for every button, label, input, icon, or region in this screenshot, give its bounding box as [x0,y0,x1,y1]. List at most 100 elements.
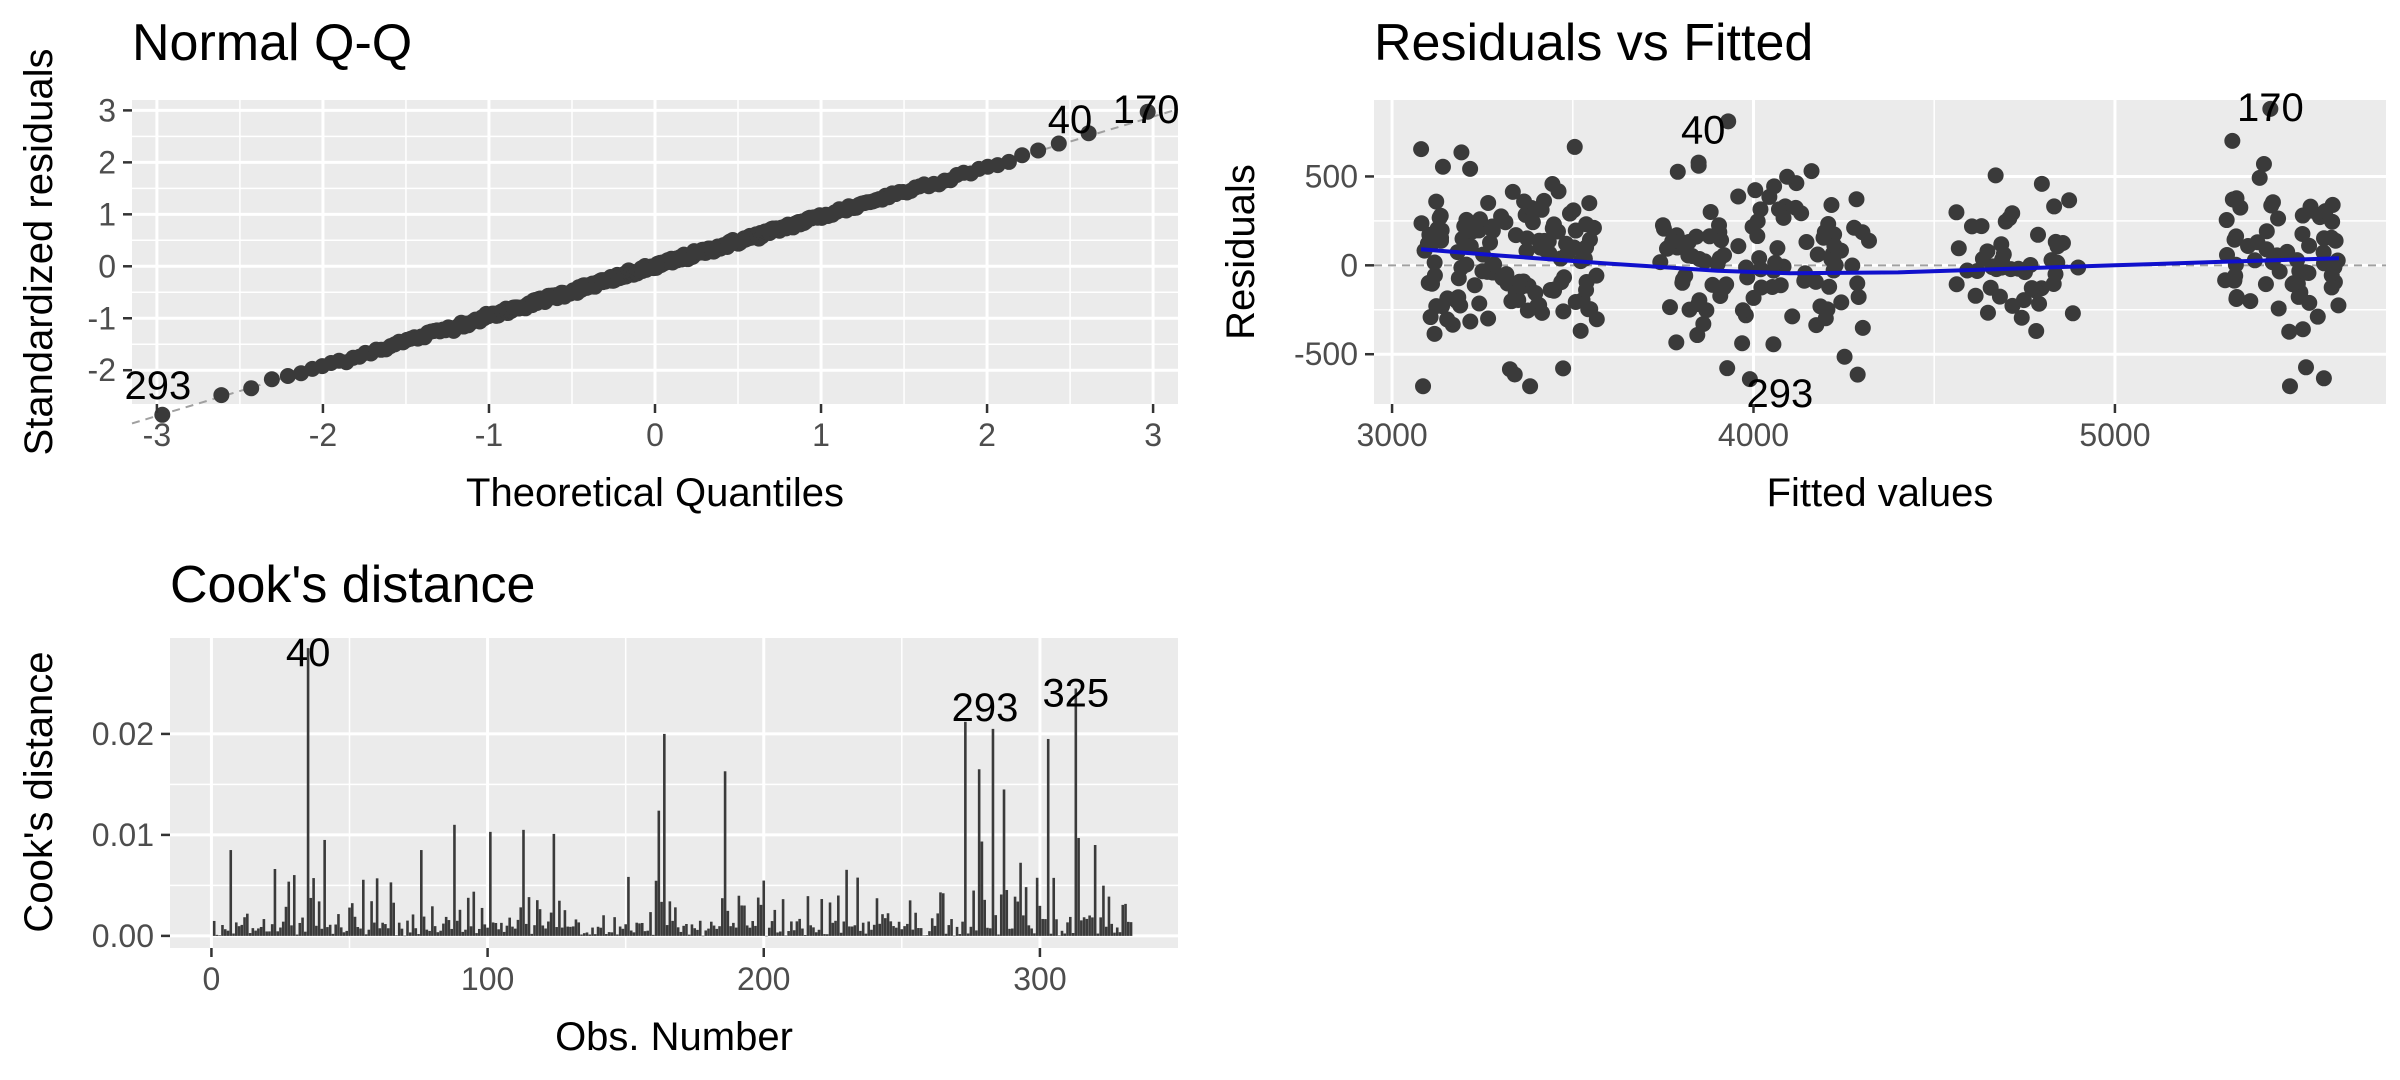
cook-bar [599,927,603,936]
rvf-point [1734,335,1751,352]
cook-bar [362,879,365,936]
rvf-point [1553,274,1570,291]
rvf-point [2317,203,2334,220]
rvf-point [1967,287,1984,304]
cook-bar [1096,933,1100,936]
rvf-point [1466,277,1483,294]
cook-bar [756,897,760,936]
cook-bar [958,934,962,936]
cooks-distance-plot: Cook's distance 40 293 325 0 100 200 300 0.00… [17,556,1178,1059]
cook-bar [447,920,451,936]
cook-bar [779,931,782,936]
cook-bar [444,916,448,936]
rvf-point [2258,241,2275,258]
cook-bar [408,932,412,936]
cook-bar [212,920,216,936]
x-tick-label: 1 [812,417,830,453]
cook-bar [580,934,583,936]
cook-bar [787,931,790,936]
cook-bar [812,927,815,936]
rvf-point [1456,218,1473,235]
cook-bar [397,922,401,936]
cook-bar [403,935,407,937]
cook-bar [450,928,453,936]
cook-bar [712,925,716,936]
cook-bar [312,878,315,936]
cook-bar [718,926,721,936]
cook-bar [743,905,746,936]
rvf-point [2224,191,2241,208]
rvf-point [1787,199,1804,216]
rvf-point [2015,292,2032,309]
qq-x-ticks: -3 -2 -1 0 1 2 3 [143,404,1162,453]
cook-bar [825,934,829,936]
rvf-point [1578,282,1595,299]
rvf-point [2028,323,2045,340]
rvf-point-label: 293 [1747,372,1814,416]
cook-bar [911,929,915,936]
cook-bar [428,930,431,936]
cook-bar [872,924,876,936]
cook-bar [367,929,371,936]
cook-bar [516,919,520,936]
cook-bar [375,878,379,936]
rvf-point [1767,254,1784,271]
y-tick-label: 0 [1340,247,1358,283]
cook-bar [1107,896,1111,936]
cook-bar [417,934,420,936]
cook-bar [900,929,904,936]
cook-bar [1041,918,1044,936]
cook-bar [547,921,550,936]
cook-bar [411,914,415,936]
cook-bar [765,935,768,937]
cook-bar [1013,896,1017,936]
cook-bar [638,923,641,936]
cook-bar [1102,885,1105,936]
cook-bar [345,930,349,936]
cook-bar [414,928,418,936]
cook-bar [886,913,890,936]
rvf-point [1580,301,1597,318]
rvf-point [1511,273,1528,290]
cook-bar [279,927,282,936]
cook-bar [491,922,495,936]
rvf-point [2271,263,2288,280]
rvf-point [1654,217,1671,234]
cook-bar [624,924,627,936]
rvf-labeled-point [1741,371,1758,388]
cook-bar [522,829,525,936]
cook-bar [605,934,608,936]
cook-bar [919,928,923,936]
cook-bar [889,921,893,936]
cook-bar [1011,928,1014,936]
cook-bar [988,928,992,936]
cook-bar [834,920,837,936]
rvf-point [1753,279,1770,296]
cook-bar [848,926,851,936]
cook-bar [792,930,796,936]
rvf-point [1561,205,1578,222]
cook-bar [856,877,859,936]
cook-bar [803,934,807,936]
cook-bar [342,932,346,936]
cook-bar [721,898,724,936]
cook-bar [1063,933,1067,936]
cook-bar [994,915,998,936]
rvf-point [1450,270,1467,287]
cook-bar [574,919,578,936]
rvf-point [2301,237,2318,254]
cook-bar [378,928,382,936]
rvf-point [1506,366,1523,383]
cook-bar [466,897,470,936]
rvf-title: Residuals vs Fitted [1374,14,1813,72]
cook-bar [784,935,788,937]
cook-bar [1082,917,1086,936]
cook-bar [1022,915,1025,936]
cook-bar [707,928,710,936]
rvf-point [1555,303,1572,320]
rvf-point [1432,207,1449,224]
rvf-point [1734,302,1751,319]
cook-bar [555,927,558,936]
rvf-point [2281,378,2298,395]
y-tick-label: 2 [98,144,116,180]
